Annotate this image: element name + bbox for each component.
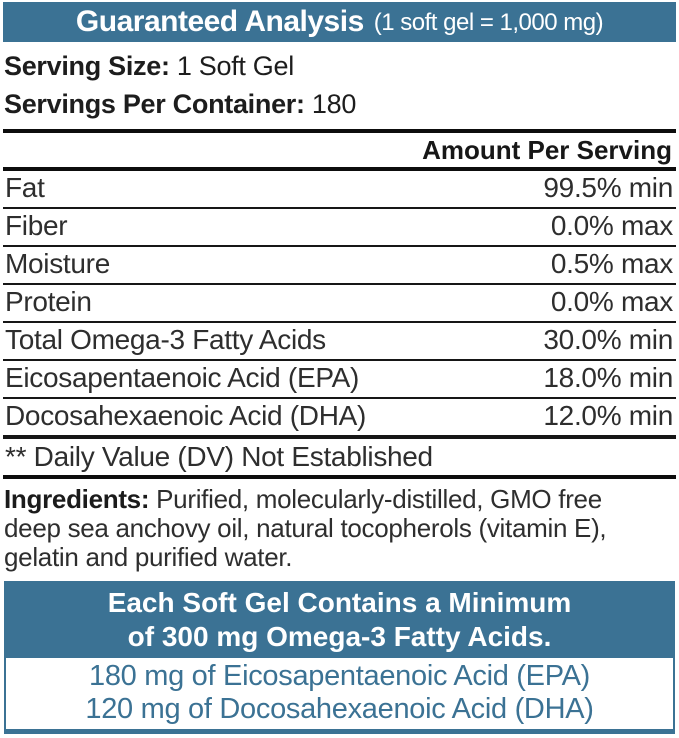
table-row-protein: Protein 0.0% max [3,285,676,323]
title-subtitle: (1 soft gel = 1,000 mg) [373,9,604,36]
table-row-epa: Eicosapentaenoic Acid (EPA) 18.0% min [3,361,676,399]
highlight-header-line-2: of 300 mg Omega-3 Fatty Acids. [127,621,552,652]
servings-per-container-label: Servings Per Container: [4,89,305,119]
row-name: Total Omega-3 Fatty Acids [5,324,326,355]
table-row-total-omega3: Total Omega-3 Fatty Acids 30.0% min [3,323,676,361]
dha-amount-line: 120 mg of Docosahexaenoic Acid (DHA) [85,693,594,725]
ingredients-line-3: gelatin and purified water. [4,542,293,572]
serving-size-label: Serving Size: [4,51,170,81]
table-row-fat: Fat 99.5% min [3,171,676,209]
amount-per-serving-header: Amount Per Serving [3,133,676,171]
row-name: Fat [5,172,45,203]
table-row-moisture: Moisture 0.5% max [3,247,676,285]
ingredients-line-2: deep sea anchovy oil, natural tocopherol… [4,513,607,543]
daily-value-footnote: ** Daily Value (DV) Not Established [3,439,676,479]
servings-per-container-value: 180 [311,89,357,119]
highlight-header-line-1: Each Soft Gel Contains a Minimum [107,587,572,618]
row-name: Fiber [5,210,68,241]
row-amount: 30.0% min [543,324,673,355]
page-title: Guaranteed Analysis [75,5,364,38]
table-row-fiber: Fiber 0.0% max [3,209,676,247]
highlight-box-body: 180 mg of Eicosapentaenoic Acid (EPA) 12… [6,658,673,729]
row-amount: 18.0% min [543,362,673,393]
row-name: Docosahexaenoic Acid (DHA) [5,400,367,431]
row-amount: 99.5% min [543,172,673,203]
highlight-box-header: Each Soft Gel Contains a Minimum of 300 … [6,583,673,658]
serving-info: Serving Size: 1 Soft Gel Servings Per Co… [3,42,676,129]
table-row-dha: Docosahexaenoic Acid (DHA) 12.0% min [3,399,676,439]
row-amount: 0.0% max [550,286,673,317]
analysis-table: Amount Per Serving Fat 99.5% min Fiber 0… [3,129,676,479]
serving-size-line: Serving Size: 1 Soft Gel [4,47,675,85]
row-amount: 0.5% max [550,248,673,279]
row-name: Moisture [5,248,110,279]
row-amount: 12.0% min [543,400,673,431]
servings-per-container-line: Servings Per Container: 180 [4,85,675,123]
ingredients-line-1: Purified, molecularly-distilled, GMO fre… [156,484,602,514]
epa-amount-line: 180 mg of Eicosapentaenoic Acid (EPA) [89,660,590,692]
row-amount: 0.0% max [550,210,673,241]
row-name: Protein [5,286,92,317]
ingredients-paragraph: Ingredients: Purified, molecularly-disti… [4,485,676,572]
omega3-highlight-box: Each Soft Gel Contains a Minimum of 300 … [4,581,675,734]
serving-size-value: 1 Soft Gel [176,51,294,81]
row-name: Eicosapentaenoic Acid (EPA) [5,362,360,393]
title-bar: Guaranteed Analysis (1 soft gel = 1,000 … [3,2,676,42]
ingredients-label: Ingredients: [4,484,150,514]
